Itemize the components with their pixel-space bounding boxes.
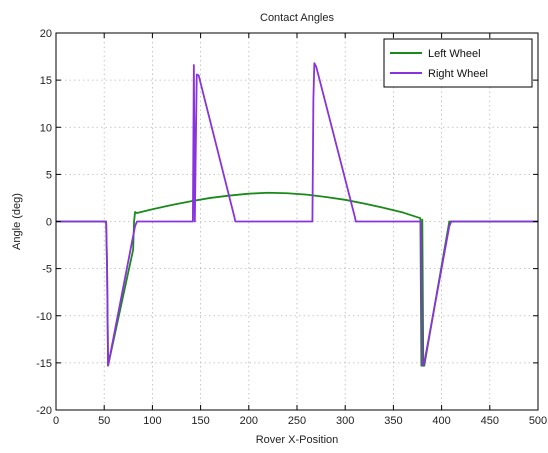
legend-label: Right Wheel xyxy=(428,68,488,80)
series-lines xyxy=(56,62,538,367)
x-tick-label: 350 xyxy=(384,415,402,427)
y-tick-label: 5 xyxy=(46,169,52,181)
legend: Left Wheel Right Wheel xyxy=(383,38,533,88)
x-axis-label: Rover X-Position xyxy=(256,434,339,446)
x-tick-label: 200 xyxy=(240,415,258,427)
x-tick-label: 250 xyxy=(288,415,306,427)
y-tick-label: 20 xyxy=(40,28,52,40)
x-tick-label: 400 xyxy=(432,415,450,427)
y-axis-label: Angle (deg) xyxy=(11,193,23,250)
legend-box xyxy=(383,38,533,88)
legend-label: Left Wheel xyxy=(428,48,481,60)
axis-ticks: 0 50 100 150 200 250 300 350 400 450 500-20-15-10-… xyxy=(36,28,547,427)
y-tick-label: -10 xyxy=(36,311,52,323)
y-tick-label: -5 xyxy=(42,264,52,276)
y-tick-label: 0 xyxy=(46,217,52,229)
series-line-right-wheel xyxy=(56,62,538,367)
x-tick-label: 500 xyxy=(529,415,547,427)
x-tick-label: 0 xyxy=(53,415,59,427)
x-tick-label: 450 xyxy=(481,415,499,427)
x-tick-label: 100 xyxy=(143,415,161,427)
y-tick-label: 10 xyxy=(40,122,52,134)
y-tick-label: 15 xyxy=(40,75,52,87)
y-tick-label: -20 xyxy=(36,405,52,417)
chart-title: Contact Angles xyxy=(260,12,334,24)
x-tick-label: 300 xyxy=(336,415,354,427)
y-tick-label: -15 xyxy=(36,358,52,370)
x-tick-label: 50 xyxy=(98,415,110,427)
x-tick-label: 150 xyxy=(191,415,209,427)
